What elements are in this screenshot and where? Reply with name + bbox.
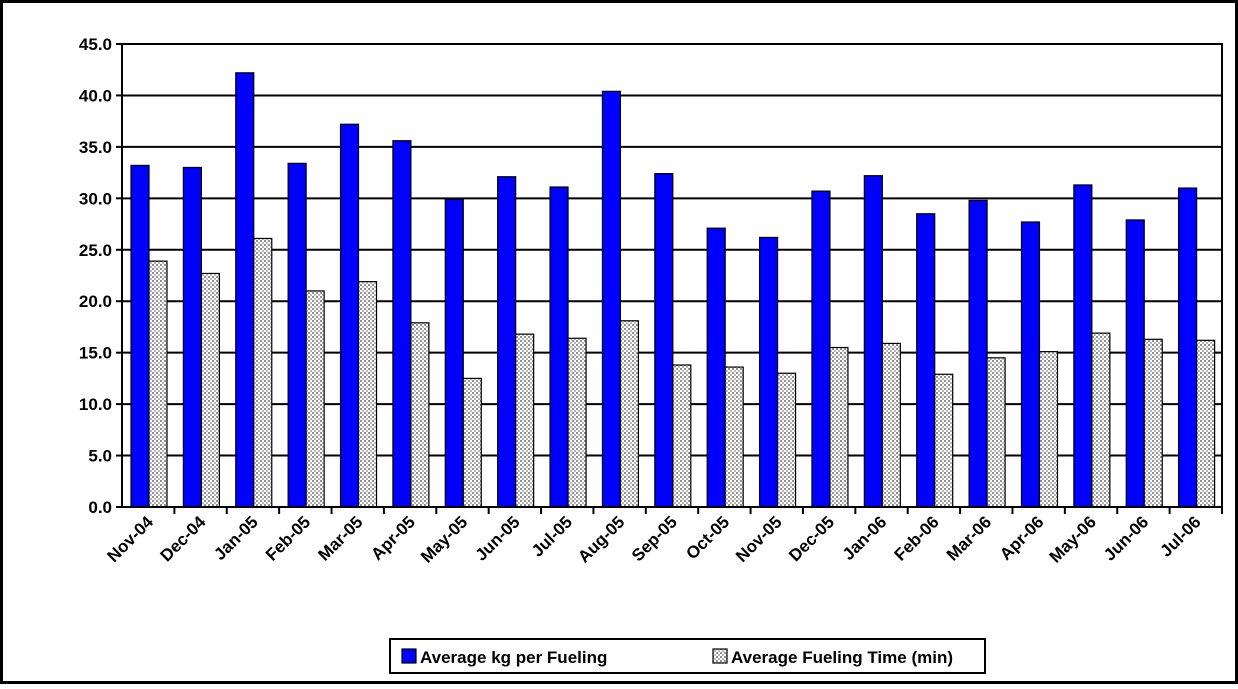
bar	[1196, 339, 1216, 508]
legend-label: Average Fueling Time (min)	[731, 648, 953, 667]
bar	[130, 164, 150, 508]
bar	[235, 72, 255, 508]
bar	[1091, 332, 1111, 508]
legend-label: Average kg per Fueling	[420, 648, 607, 667]
bar	[148, 260, 168, 508]
bar	[968, 199, 988, 508]
bar	[1020, 221, 1041, 508]
y-tick-label: 10.0	[79, 395, 112, 414]
y-tick-label: 30.0	[79, 189, 112, 208]
bar	[1073, 184, 1093, 508]
bar	[1125, 219, 1145, 508]
bar	[829, 346, 849, 508]
bar	[444, 198, 464, 508]
bar	[182, 166, 202, 508]
bar	[410, 322, 430, 508]
bar	[758, 236, 779, 508]
bar	[672, 364, 692, 508]
y-tick-label: 5.0	[88, 447, 112, 466]
bar	[462, 377, 482, 508]
bar	[497, 176, 517, 508]
y-tick-label: 45.0	[79, 35, 112, 54]
bar	[601, 90, 622, 508]
bar	[357, 281, 378, 508]
bar	[916, 213, 936, 508]
y-tick-label: 25.0	[79, 241, 112, 260]
bar	[200, 272, 220, 508]
legend-box	[389, 638, 986, 674]
y-tick-label: 15.0	[79, 344, 112, 363]
legend-swatch	[401, 648, 417, 664]
bar	[339, 123, 360, 508]
bar	[986, 357, 1006, 508]
bar	[305, 290, 325, 508]
bar	[724, 366, 744, 508]
y-tick-label: 20.0	[79, 292, 112, 311]
bar	[287, 162, 307, 508]
bar	[863, 175, 883, 508]
bar	[1143, 338, 1163, 508]
y-tick-label: 0.0	[88, 498, 112, 517]
bar	[253, 237, 273, 508]
bar	[567, 337, 587, 508]
y-tick-label: 35.0	[79, 138, 112, 157]
bar	[515, 333, 535, 508]
bar	[811, 190, 831, 508]
bar	[776, 372, 797, 508]
bar	[706, 227, 726, 508]
y-tick-label: 40.0	[79, 86, 112, 105]
bar	[934, 373, 954, 508]
legend-swatch	[712, 648, 728, 664]
bar	[881, 342, 901, 508]
bar	[1178, 187, 1198, 508]
bar	[619, 320, 640, 508]
bar	[549, 186, 569, 508]
bar	[1038, 351, 1059, 508]
bar	[392, 140, 412, 508]
bar	[654, 173, 674, 508]
